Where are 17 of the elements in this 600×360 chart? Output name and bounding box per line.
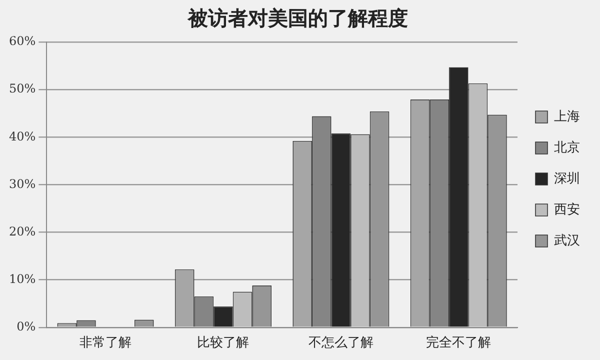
y-tick-label: 0% bbox=[16, 320, 36, 334]
y-tick-label: 60% bbox=[9, 34, 36, 48]
x-tick-label: 不怎么了解 bbox=[308, 336, 374, 351]
y-tick-label: 20% bbox=[9, 224, 36, 238]
legend-label: 深圳 bbox=[554, 171, 580, 186]
chart-title: 被访者对美国的了解程度 bbox=[187, 6, 408, 30]
x-tick-label: 完全不了解 bbox=[426, 334, 492, 351]
legend-label: 北京 bbox=[554, 140, 580, 156]
x-tick-label: 比较了解 bbox=[197, 336, 250, 351]
legend-label: 西安 bbox=[554, 201, 580, 218]
legend-label: 武汉 bbox=[554, 233, 580, 248]
x-tick-label: 非常了解 bbox=[80, 336, 132, 351]
y-tick-label: 50% bbox=[9, 82, 36, 96]
y-tick-label: 10% bbox=[9, 272, 36, 286]
legend-label: 上海 bbox=[554, 109, 580, 124]
y-tick-label: 30% bbox=[9, 176, 36, 191]
y-tick-label: 40% bbox=[9, 129, 36, 144]
